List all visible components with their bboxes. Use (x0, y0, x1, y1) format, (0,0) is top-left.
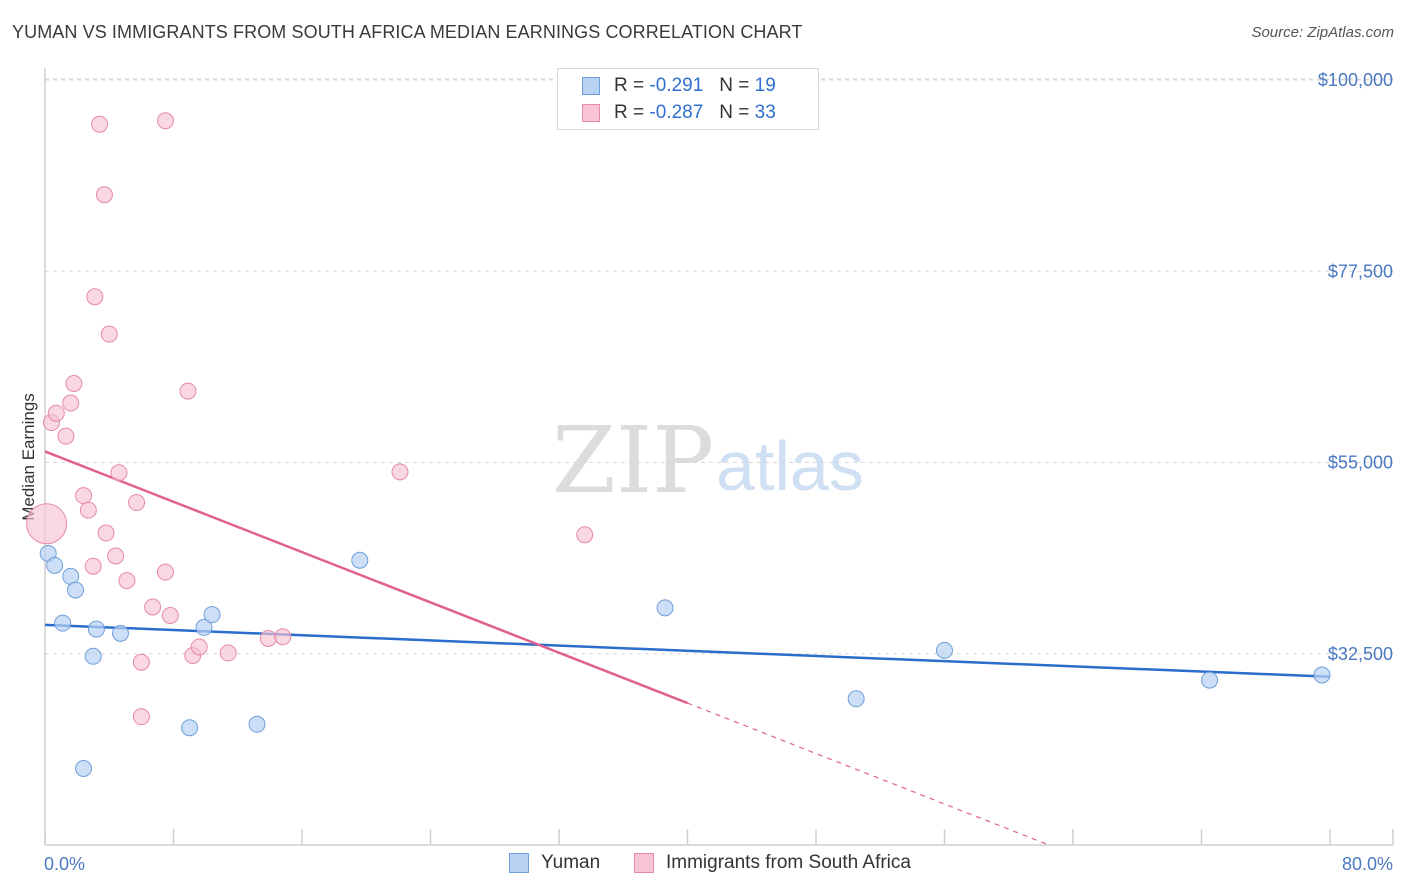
yuman-point (203, 606, 221, 624)
series-legend: Yuman Immigrants from South Africa (0, 852, 1406, 878)
south-africa-point (118, 572, 136, 590)
legend-item-south-africa[interactable]: Immigrants from South Africa (634, 852, 911, 874)
south-africa-point (86, 288, 104, 306)
correlation-legend: R = -0.291 N = 19 R = -0.287 N = 33 (557, 68, 819, 130)
south-africa-point (97, 524, 115, 542)
r-value: -0.291 (649, 75, 704, 96)
yuman-point (111, 624, 129, 642)
south-africa-point (179, 382, 197, 400)
x-tick-labels: 0.0% 80.0% (44, 854, 1393, 874)
south-africa-point (219, 644, 237, 662)
source-label: Source: ZipAtlas.com (1251, 24, 1394, 41)
yuman-point (46, 556, 64, 574)
yuman-point (87, 620, 105, 638)
south-africa-point (156, 112, 174, 130)
south-africa-point (132, 708, 150, 726)
south-africa-point (62, 394, 80, 412)
south-africa-point (132, 653, 150, 671)
yuman-point (248, 715, 266, 733)
yuman-trend-line (44, 623, 1331, 678)
legend-label: Yuman (541, 852, 601, 873)
south-africa-point (57, 427, 75, 445)
x-tick-label: 80.0% (1342, 854, 1393, 874)
watermark-zip: ZIP (552, 407, 714, 514)
r-label: R = (614, 102, 645, 123)
yuman-point (54, 614, 72, 632)
south-africa-point (576, 526, 594, 544)
south-africa-trend-line (44, 450, 688, 705)
trend-lines (44, 450, 1331, 846)
south-africa-point (190, 638, 208, 656)
r-label: R = (614, 75, 645, 96)
chart-title: YUMAN VS IMMIGRANTS FROM SOUTH AFRICA ME… (12, 22, 803, 42)
yuman-point (75, 760, 93, 777)
south-africa-point (156, 563, 174, 581)
legend-label: Immigrants from South Africa (666, 852, 911, 873)
y-tick-label: $32,500 (1328, 644, 1393, 664)
watermark: ZIP atlas (552, 407, 864, 514)
y-tick-label: $100,000 (1318, 70, 1393, 90)
y-tick-label: $77,500 (1328, 261, 1393, 281)
south-africa-point (95, 186, 113, 204)
x-tick-label: 0.0% (44, 854, 85, 874)
south-africa-swatch (634, 853, 654, 873)
legend-item-yuman[interactable]: Yuman (509, 852, 600, 874)
yuman-point (847, 690, 865, 708)
grid (45, 78, 1393, 655)
south-africa-point (26, 503, 68, 545)
yuman-point (67, 581, 85, 599)
south-africa-swatch (582, 104, 600, 122)
south-africa-point (274, 628, 292, 646)
south-africa-point (144, 598, 162, 616)
south-africa-point (259, 629, 277, 647)
south-africa-point (128, 493, 146, 511)
axes (44, 68, 1394, 846)
legend-row-south-africa: R = -0.287 N = 33 (582, 100, 776, 126)
y-tick-label: $55,000 (1328, 453, 1393, 473)
n-label: N = (719, 75, 750, 96)
yuman-point (656, 599, 674, 617)
yuman-point (351, 551, 369, 569)
n-value: 19 (754, 75, 776, 96)
south-africa-point (75, 487, 93, 505)
south-africa-point (161, 607, 179, 624)
south-africa-point (100, 325, 118, 343)
yuman-point (1313, 666, 1331, 684)
yuman-point (1201, 671, 1219, 689)
n-value: 33 (754, 102, 776, 123)
yuman-swatch (582, 77, 600, 95)
r-value: -0.287 (649, 102, 704, 123)
south-africa-point (110, 464, 128, 482)
south-africa-point (107, 547, 125, 565)
yuman-point (936, 641, 953, 659)
south-africa-point (65, 374, 83, 392)
south-africa-point (79, 501, 97, 519)
legend-row-yuman: R = -0.291 N = 19 (582, 73, 776, 99)
south-africa-point (91, 115, 109, 133)
south-africa-trend-extension (687, 702, 1050, 846)
watermark-atlas: atlas (716, 427, 864, 505)
n-label: N = (719, 102, 750, 123)
yuman-swatch (509, 853, 529, 873)
yuman-point (84, 647, 102, 665)
south-africa-point (391, 463, 409, 481)
south-africa-point (84, 557, 102, 575)
data-points (26, 112, 1331, 777)
south-africa-point (47, 404, 65, 422)
y-tick-labels: $32,500 $55,000 $77,500 $100,000 (1318, 70, 1393, 664)
yuman-point (195, 618, 213, 636)
yuman-point (181, 719, 199, 737)
y-axis-label: Median Earnings (19, 393, 38, 521)
